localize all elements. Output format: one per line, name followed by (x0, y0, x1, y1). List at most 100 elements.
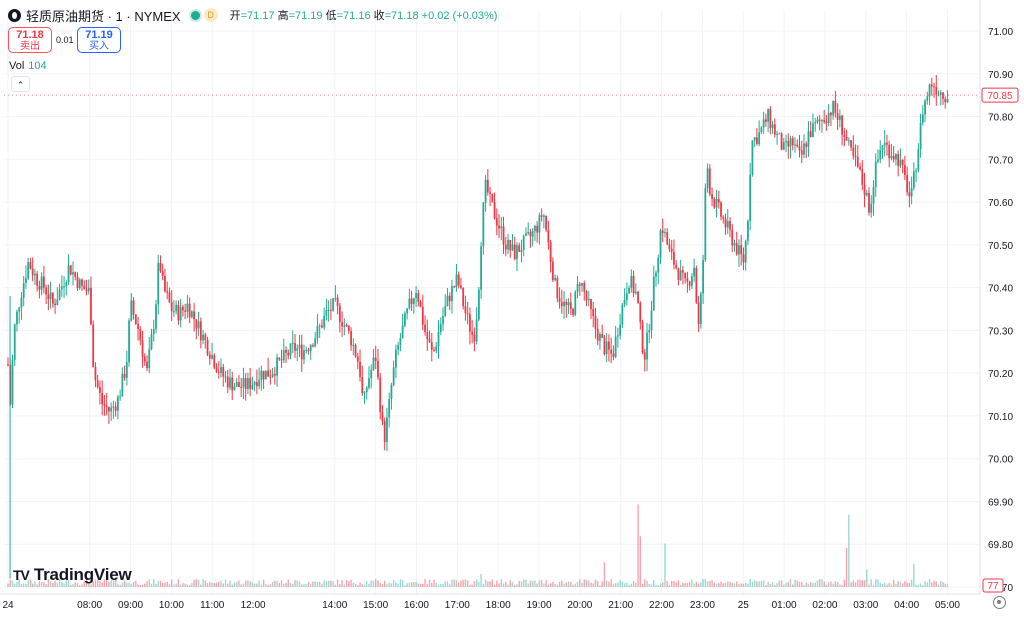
candle-body (421, 307, 424, 325)
volume-bar (827, 582, 830, 587)
candle-body (868, 192, 870, 213)
volume-bar (162, 582, 164, 587)
volume-bar (866, 569, 868, 587)
candle-body (354, 344, 357, 357)
volume-bar (588, 580, 590, 587)
candle-body (527, 232, 530, 234)
volume-bar (884, 582, 886, 587)
volume-bar (825, 584, 828, 587)
time-tick-label: 24 (2, 600, 14, 611)
candle-body (668, 244, 671, 249)
volume-bar (848, 514, 850, 587)
candle-body (417, 293, 420, 302)
volume-bar (220, 580, 222, 587)
candle-body (789, 138, 792, 147)
volume-bar (139, 584, 141, 587)
volume-bar (543, 583, 545, 587)
price-tick-label: 70.50 (988, 241, 1013, 252)
volume-bar (597, 581, 599, 587)
candle-body (594, 315, 597, 329)
candle-body (69, 265, 72, 275)
volume-bar (778, 580, 781, 587)
candle-body (217, 371, 220, 373)
volume-bar (657, 584, 659, 587)
candle-body (888, 144, 891, 159)
sell-button[interactable]: 71.18 卖出 (8, 27, 52, 53)
volume-bar (751, 581, 754, 587)
volume-bar (325, 581, 328, 587)
candle-body (412, 298, 415, 304)
candle-body (220, 367, 222, 373)
candle-body (388, 398, 391, 418)
symbol-title[interactable]: 轻质原油期货 · 1 · NYMEX (26, 8, 181, 24)
candle-body (264, 370, 267, 380)
candle-body (298, 344, 301, 349)
settings-gear-icon[interactable] (993, 596, 1006, 609)
candle-body (706, 168, 709, 189)
volume-bar (388, 582, 390, 587)
volume-bar (610, 579, 612, 587)
volume-bar (410, 582, 413, 587)
candle-body (688, 281, 691, 286)
candle-body (128, 320, 130, 363)
volume-bar (482, 583, 485, 587)
candle-body (430, 342, 433, 350)
volume-bar (536, 583, 538, 587)
candle-body (937, 94, 940, 96)
volume-bar (679, 584, 682, 587)
volume-bar (904, 580, 906, 587)
volume-legend[interactable]: Vol 104 (9, 60, 47, 72)
volume-value: 104 (28, 60, 47, 72)
volume-bar (810, 582, 812, 587)
candle-body (525, 233, 527, 236)
volume-bar (424, 579, 426, 587)
change-value: +0.02 (+0.03%) (421, 10, 498, 22)
candle-body (170, 302, 173, 312)
volume-bar (383, 580, 386, 587)
time-tick-label: 15:00 (363, 600, 388, 611)
volume-bar (336, 579, 339, 587)
candle-body (634, 291, 637, 294)
tradingview-logo[interactable]: TV TradingView (13, 565, 132, 585)
market-open-dot-icon (190, 10, 200, 20)
volume-bar (442, 583, 444, 587)
candle-body (576, 284, 579, 292)
candle-body (480, 246, 483, 290)
volume-bar (684, 583, 686, 587)
volume-bar (913, 563, 915, 587)
volume-bar (554, 584, 556, 587)
candle-body (843, 134, 846, 138)
candle-body (13, 324, 16, 360)
candle-body (767, 108, 770, 122)
close-label: 收 (373, 10, 385, 22)
time-tick-label: 11:00 (200, 600, 225, 611)
candle-body (428, 339, 431, 343)
candle-body (740, 245, 743, 255)
candle-body (751, 140, 754, 175)
candle-body (747, 221, 749, 241)
candle-body (610, 349, 613, 354)
candle-body (356, 356, 359, 362)
candle-body (312, 345, 314, 347)
volume-bar (301, 584, 303, 587)
collapse-legend-button[interactable]: ⌃ (11, 76, 30, 92)
volume-bar (460, 580, 462, 587)
tradingview-mark-icon: TV (13, 567, 30, 583)
time-tick-label: 10:00 (159, 600, 184, 611)
candle-body (684, 272, 687, 279)
candle-body (498, 225, 500, 229)
volume-bar (38, 581, 41, 587)
buy-button[interactable]: 71.19 买入 (77, 27, 121, 53)
volume-bar (186, 584, 189, 587)
candle-body (619, 324, 622, 336)
volume-bar (729, 582, 731, 587)
candle-body (583, 282, 586, 292)
candle-body (787, 140, 790, 147)
candle-body (509, 239, 512, 251)
candle-body (347, 325, 350, 332)
price-tick-label: 71.00 (988, 27, 1013, 38)
candle-body (379, 377, 382, 413)
volume-bar (650, 584, 653, 587)
volume-bar (63, 583, 65, 587)
